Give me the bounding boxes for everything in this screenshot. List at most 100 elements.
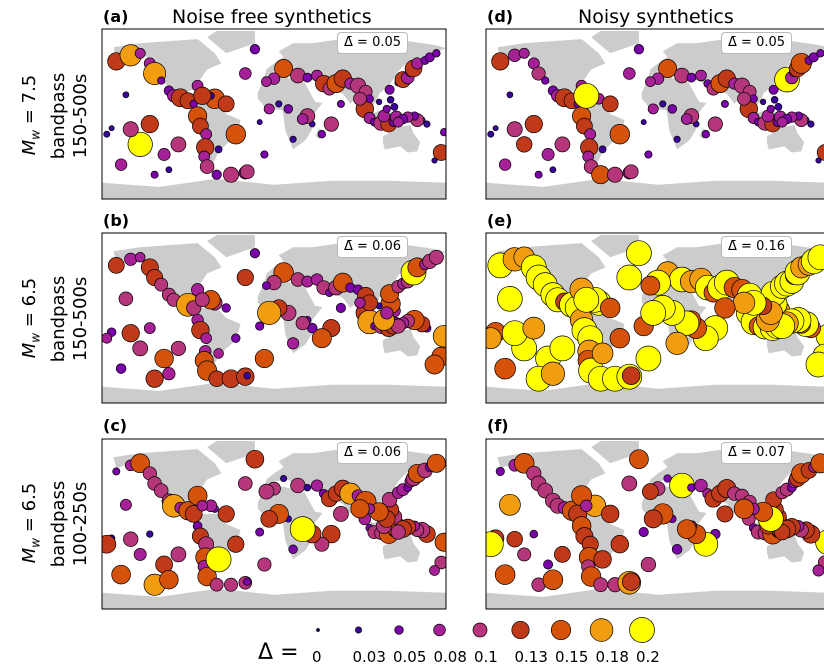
station-marker bbox=[153, 483, 169, 498]
station-marker bbox=[622, 572, 641, 591]
station-marker bbox=[196, 500, 208, 512]
station-marker bbox=[217, 505, 235, 523]
legend-marker bbox=[629, 617, 655, 643]
station-marker bbox=[245, 449, 265, 469]
station-marker bbox=[108, 125, 115, 132]
station-marker bbox=[302, 72, 313, 83]
station-marker bbox=[223, 166, 239, 183]
station-marker bbox=[133, 547, 147, 561]
station-marker bbox=[119, 498, 132, 511]
station-marker bbox=[122, 121, 139, 138]
station-marker bbox=[541, 148, 555, 161]
station-marker bbox=[310, 479, 324, 492]
station-marker bbox=[263, 103, 275, 115]
station-marker bbox=[123, 531, 139, 547]
station-marker bbox=[549, 335, 576, 362]
station-marker bbox=[205, 546, 232, 573]
station-marker bbox=[258, 483, 275, 500]
map-land bbox=[486, 441, 824, 609]
continent-shape bbox=[766, 125, 805, 153]
continent-shape bbox=[102, 588, 446, 609]
map-panel-d bbox=[485, 28, 824, 200]
column-title-noise-free: Noise free synthetics bbox=[172, 6, 372, 28]
station-marker bbox=[640, 556, 657, 573]
continent-shape bbox=[648, 37, 824, 106]
station-marker bbox=[807, 244, 824, 271]
legend-marker bbox=[511, 620, 530, 640]
station-marker bbox=[486, 531, 504, 558]
mean-box-d: Δ̄ = 0.05 bbox=[721, 32, 793, 54]
station-marker bbox=[686, 72, 697, 83]
station-marker bbox=[194, 292, 210, 308]
mean-box-f: Δ̄ = 0.07 bbox=[721, 442, 793, 464]
panel-letter-c: (c) bbox=[103, 416, 128, 435]
station-marker bbox=[162, 367, 176, 381]
station-marker bbox=[170, 546, 187, 563]
station-marker bbox=[236, 268, 254, 287]
mean-box-a: Δ̄ = 0.05 bbox=[337, 32, 409, 54]
station-marker bbox=[289, 135, 297, 143]
station-marker bbox=[716, 505, 734, 523]
continent-shape bbox=[264, 447, 446, 516]
station-marker bbox=[432, 144, 446, 161]
station-marker bbox=[255, 321, 265, 331]
continent-shape bbox=[113, 449, 222, 516]
row-label-bandpass-2: bandpass 150-500s bbox=[48, 275, 91, 363]
station-marker bbox=[335, 302, 346, 313]
station-marker bbox=[390, 103, 399, 111]
station-marker bbox=[257, 300, 282, 325]
station-marker bbox=[132, 340, 149, 357]
station-marker bbox=[154, 277, 169, 292]
continent-shape bbox=[648, 447, 824, 516]
map-frame bbox=[485, 438, 824, 610]
station-marker bbox=[382, 104, 391, 113]
mean-box-e: Δ̄ = 0.16 bbox=[721, 236, 793, 258]
station-marker bbox=[354, 297, 366, 309]
station-marker bbox=[635, 345, 662, 372]
row-label-bandpass-1: bandpass 150-500s bbox=[48, 72, 91, 160]
station-marker bbox=[591, 342, 614, 365]
station-marker bbox=[165, 166, 173, 174]
station-marker bbox=[554, 546, 571, 563]
station-marker bbox=[540, 361, 565, 386]
station-marker bbox=[766, 104, 775, 113]
station-marker bbox=[296, 113, 309, 125]
continent-shape bbox=[102, 178, 446, 199]
continent-shape bbox=[207, 235, 255, 258]
station-marker bbox=[429, 565, 440, 576]
station-marker bbox=[680, 113, 693, 125]
legend-tick-label: 0.08 bbox=[433, 648, 467, 666]
station-marker bbox=[498, 158, 512, 171]
station-marker bbox=[629, 449, 649, 470]
station-marker bbox=[238, 476, 253, 491]
station-marker bbox=[157, 76, 166, 85]
station-markers bbox=[486, 449, 824, 595]
station-marker bbox=[506, 531, 523, 548]
station-marker bbox=[260, 510, 278, 528]
station-marker bbox=[159, 570, 179, 590]
continent-shape bbox=[486, 588, 824, 609]
station-marker bbox=[593, 550, 612, 569]
station-marker bbox=[170, 340, 186, 356]
station-marker bbox=[805, 351, 824, 378]
station-marker bbox=[280, 474, 288, 483]
station-marker bbox=[647, 103, 659, 115]
station-marker bbox=[616, 264, 643, 291]
map-frame bbox=[101, 232, 447, 404]
legend-tick-label: 0.03 bbox=[352, 648, 386, 666]
station-marker bbox=[257, 557, 272, 572]
panels-layer bbox=[101, 28, 824, 610]
station-marker bbox=[440, 128, 446, 137]
map-frame bbox=[485, 232, 824, 404]
station-marker bbox=[673, 135, 681, 143]
legend-marker bbox=[355, 626, 362, 634]
station-marker bbox=[497, 286, 523, 312]
station-marker bbox=[623, 164, 639, 180]
station-marker bbox=[665, 331, 689, 355]
station-marker bbox=[610, 535, 629, 554]
station-marker bbox=[642, 483, 659, 500]
station-marker bbox=[200, 128, 213, 141]
station-marker bbox=[807, 120, 815, 128]
station-marker bbox=[390, 524, 406, 540]
station-marker bbox=[812, 564, 824, 577]
